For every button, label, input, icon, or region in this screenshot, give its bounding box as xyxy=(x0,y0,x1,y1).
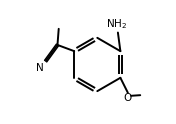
Text: N: N xyxy=(36,63,44,73)
Text: NH$_2$: NH$_2$ xyxy=(106,17,127,31)
Text: O: O xyxy=(124,93,132,103)
